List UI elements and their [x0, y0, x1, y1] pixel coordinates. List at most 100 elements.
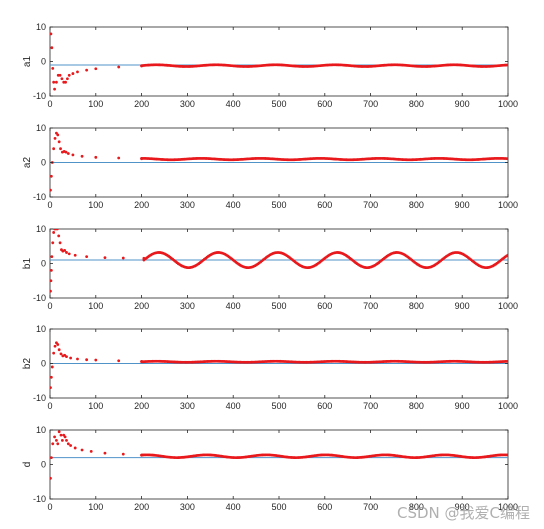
x-tick-label: 400 — [226, 401, 241, 411]
data-point — [67, 252, 71, 256]
data-point — [55, 438, 58, 442]
data-point — [76, 357, 79, 361]
data-point — [65, 355, 68, 358]
x-tick-label: 1000 — [498, 401, 518, 411]
x-tick-label: 300 — [180, 99, 195, 109]
data-point — [65, 438, 68, 442]
y-tick-label: -10 — [33, 91, 46, 101]
x-tick-label: 200 — [134, 99, 149, 109]
data-point — [57, 348, 61, 352]
data-point — [53, 435, 56, 439]
data-point — [505, 63, 508, 67]
x-tick-label: 500 — [271, 200, 286, 210]
data-point — [56, 442, 60, 446]
data-point — [85, 68, 89, 72]
series-estimate — [50, 430, 508, 480]
x-tick-label: 700 — [363, 401, 378, 411]
x-tick-label: 100 — [88, 99, 103, 109]
x-tick-label: 600 — [317, 301, 332, 311]
data-point — [59, 352, 63, 356]
data-point — [80, 154, 84, 158]
x-tick-label: 600 — [317, 99, 332, 109]
y-tick-label: 10 — [36, 22, 46, 32]
x-tick-label: 0 — [47, 301, 52, 311]
x-tick-label: 200 — [134, 301, 149, 311]
data-point — [69, 356, 73, 360]
y-tick-label: 10 — [36, 324, 46, 334]
x-tick-label: 1000 — [498, 99, 518, 109]
data-point — [117, 156, 121, 160]
x-tick-label: 0 — [47, 502, 52, 512]
data-point — [59, 433, 63, 437]
x-tick-label: 500 — [271, 99, 286, 109]
y-tick-label: 0 — [41, 259, 46, 269]
data-point — [121, 256, 125, 260]
x-tick-label: 700 — [363, 200, 378, 210]
data-point — [117, 65, 121, 69]
data-point — [52, 351, 56, 355]
x-tick-label: 0 — [47, 401, 52, 411]
x-tick-label: 800 — [409, 99, 424, 109]
data-point — [55, 80, 58, 84]
data-point — [103, 256, 107, 260]
data-point — [63, 248, 67, 252]
data-point — [66, 77, 69, 81]
data-point — [76, 70, 79, 74]
x-tick-label: 0 — [47, 99, 52, 109]
data-point — [53, 87, 56, 91]
x-tick-label: 900 — [455, 200, 470, 210]
data-point — [57, 234, 61, 238]
x-tick-label: 800 — [409, 301, 424, 311]
y-tick-label: 10 — [36, 123, 46, 133]
data-point — [60, 438, 64, 442]
data-point — [50, 255, 54, 258]
series-estimate — [50, 32, 508, 91]
y-axis-label: b1 — [22, 258, 33, 270]
x-tick-label: 700 — [363, 301, 378, 311]
data-point — [94, 67, 98, 71]
data-point — [52, 231, 56, 234]
plot-area — [49, 228, 509, 299]
plot-area — [49, 429, 509, 500]
y-tick-label: 0 — [41, 359, 46, 369]
data-point — [56, 343, 60, 346]
x-tick-label: 400 — [226, 502, 241, 512]
x-tick-label: 400 — [226, 200, 241, 210]
y-tick-label: -10 — [33, 393, 46, 403]
x-tick-label: 0 — [47, 200, 52, 210]
x-tick-label: 100 — [88, 401, 103, 411]
y-tick-label: 0 — [41, 158, 46, 168]
x-tick-label: 600 — [317, 502, 332, 512]
data-point — [50, 269, 53, 272]
data-point — [121, 452, 125, 456]
data-point — [50, 456, 53, 459]
y-tick-label: 10 — [36, 224, 46, 234]
x-tick-label: 800 — [409, 200, 424, 210]
data-point — [57, 140, 61, 144]
x-tick-label: 100 — [88, 301, 103, 311]
x-tick-label: 800 — [409, 502, 424, 512]
data-point — [85, 358, 89, 362]
x-tick-label: 100 — [88, 200, 103, 210]
data-point — [50, 476, 52, 480]
data-point — [50, 289, 52, 293]
y-axis-label: a2 — [22, 157, 33, 169]
data-point — [60, 77, 64, 81]
data-point — [52, 80, 56, 84]
data-point — [50, 386, 52, 390]
data-point — [69, 444, 73, 447]
data-point — [53, 136, 57, 140]
data-point — [52, 147, 56, 151]
x-tick-label: 900 — [455, 401, 470, 411]
data-point — [73, 253, 77, 257]
data-point — [103, 451, 107, 455]
x-tick-label: 300 — [180, 200, 195, 210]
data-point — [50, 32, 53, 36]
data-point — [58, 73, 62, 77]
x-tick-label: 800 — [409, 401, 424, 411]
